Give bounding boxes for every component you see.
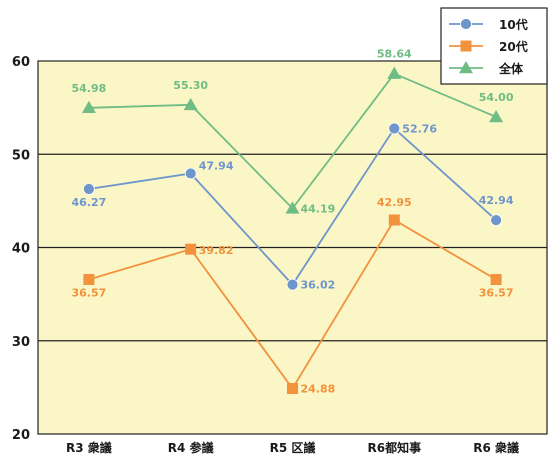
data-label: 36.57 xyxy=(479,286,514,299)
data-point xyxy=(184,167,197,180)
legend-marker xyxy=(460,40,472,52)
data-label: 39.82 xyxy=(199,244,234,257)
gridlines xyxy=(38,153,547,342)
data-point xyxy=(490,273,502,285)
data-label: 58.64 xyxy=(377,48,412,61)
legend-label: 20代 xyxy=(499,39,528,54)
data-point xyxy=(388,214,400,226)
data-label: 47.94 xyxy=(199,159,234,172)
data-point xyxy=(81,100,96,114)
series-1 xyxy=(83,122,503,291)
data-label: 44.19 xyxy=(301,202,336,215)
x-category-label: R6 衆議 xyxy=(473,440,519,455)
data-point xyxy=(83,273,95,285)
data-label: 46.27 xyxy=(72,196,107,209)
data-point xyxy=(286,278,299,291)
legend-label: 10代 xyxy=(499,17,528,32)
legend-item: 全体 xyxy=(449,61,524,76)
data-labels: 46.27 47.94 36.02 52.76 42.94 36.57 39.82 24.88… xyxy=(72,48,514,396)
data-point xyxy=(287,382,298,394)
data-label: 36.57 xyxy=(72,286,107,299)
data-label: 52.76 xyxy=(402,123,437,136)
x-category-label: R3 衆議 xyxy=(66,440,112,455)
data-point xyxy=(183,97,198,111)
data-label: 54.00 xyxy=(479,91,514,104)
data-label: 24.88 xyxy=(301,382,336,395)
y-tick-label: 60 xyxy=(12,55,30,70)
data-point xyxy=(388,122,401,135)
y-tick-label: 40 xyxy=(12,242,30,257)
data-point xyxy=(83,183,95,195)
data-point xyxy=(285,201,300,214)
x-category-label: R6都知事 xyxy=(368,440,422,455)
legend-item: 20代 xyxy=(449,39,528,54)
series-3 xyxy=(81,66,504,214)
y-tick-label: 50 xyxy=(12,148,30,163)
x-axis: R3 衆議 R4 参議 R5 区議 R6都知事 R6 衆議 xyxy=(66,440,519,455)
data-label: 54.98 xyxy=(72,82,107,95)
y-axis: 20 30 40 50 60 xyxy=(12,55,30,443)
data-label: 36.02 xyxy=(301,279,336,292)
data-label: 42.95 xyxy=(377,196,412,209)
x-category-label: R4 参議 xyxy=(168,440,214,455)
legend-item: 10代 xyxy=(449,17,528,32)
data-label: 42.94 xyxy=(479,194,514,207)
series-2 xyxy=(83,214,502,394)
data-point xyxy=(387,66,402,79)
data-point xyxy=(490,214,503,226)
data-point xyxy=(185,243,197,255)
legend-marker xyxy=(460,18,472,30)
y-tick-label: 20 xyxy=(12,428,30,443)
series-group xyxy=(81,66,504,394)
x-category-label: R5 区議 xyxy=(270,440,316,455)
legend-marker xyxy=(459,61,473,74)
data-label: 55.30 xyxy=(173,79,208,92)
data-point xyxy=(489,109,504,123)
legend-label: 全体 xyxy=(498,61,524,76)
y-tick-label: 30 xyxy=(12,335,30,350)
